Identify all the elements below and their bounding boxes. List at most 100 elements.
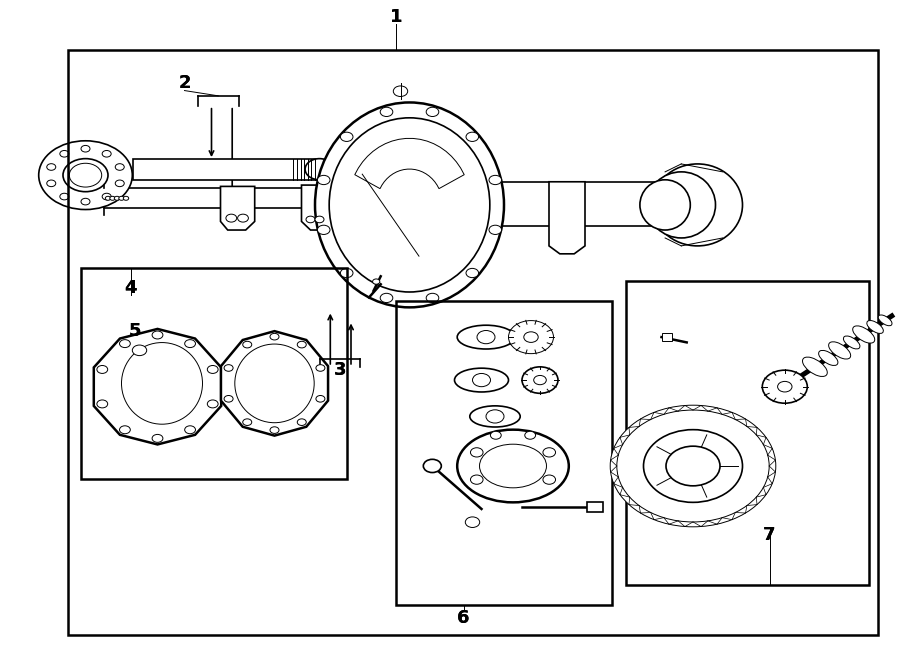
Circle shape bbox=[466, 268, 479, 278]
Circle shape bbox=[184, 340, 195, 348]
Circle shape bbox=[152, 434, 163, 442]
Circle shape bbox=[152, 331, 163, 339]
Circle shape bbox=[762, 370, 807, 403]
Circle shape bbox=[380, 293, 392, 303]
Circle shape bbox=[465, 517, 480, 527]
Polygon shape bbox=[549, 182, 585, 254]
Circle shape bbox=[81, 145, 90, 152]
Circle shape bbox=[534, 375, 546, 385]
Circle shape bbox=[115, 180, 124, 186]
Bar bbox=[626, 281, 868, 585]
Circle shape bbox=[543, 447, 555, 457]
Circle shape bbox=[59, 193, 68, 200]
Ellipse shape bbox=[480, 444, 546, 488]
Ellipse shape bbox=[819, 350, 838, 366]
Circle shape bbox=[97, 366, 108, 373]
Circle shape bbox=[119, 196, 124, 200]
Circle shape bbox=[427, 107, 439, 116]
Circle shape bbox=[778, 381, 792, 392]
Polygon shape bbox=[220, 331, 328, 436]
Circle shape bbox=[315, 216, 324, 223]
Circle shape bbox=[224, 395, 233, 402]
Circle shape bbox=[207, 400, 218, 408]
Polygon shape bbox=[302, 185, 330, 230]
Circle shape bbox=[306, 216, 315, 223]
Circle shape bbox=[39, 141, 132, 210]
Circle shape bbox=[297, 419, 306, 426]
Ellipse shape bbox=[803, 357, 827, 377]
Circle shape bbox=[226, 214, 237, 222]
Circle shape bbox=[243, 341, 252, 348]
Text: 7: 7 bbox=[763, 526, 776, 545]
Circle shape bbox=[110, 196, 115, 200]
Text: 3: 3 bbox=[334, 361, 346, 379]
Circle shape bbox=[489, 175, 501, 184]
Bar bbox=[662, 333, 672, 341]
Circle shape bbox=[47, 180, 56, 186]
Circle shape bbox=[103, 151, 112, 157]
Circle shape bbox=[610, 405, 776, 527]
Circle shape bbox=[508, 321, 554, 354]
Circle shape bbox=[393, 86, 408, 97]
Circle shape bbox=[120, 426, 130, 434]
Ellipse shape bbox=[843, 336, 860, 349]
Circle shape bbox=[340, 132, 353, 141]
Circle shape bbox=[81, 198, 90, 205]
Text: 4: 4 bbox=[124, 278, 137, 297]
Text: 2: 2 bbox=[178, 73, 191, 92]
Ellipse shape bbox=[852, 326, 875, 343]
Text: 6: 6 bbox=[457, 609, 470, 627]
Circle shape bbox=[270, 333, 279, 340]
Circle shape bbox=[340, 268, 353, 278]
Ellipse shape bbox=[315, 102, 504, 307]
Circle shape bbox=[63, 159, 108, 192]
Circle shape bbox=[471, 475, 483, 485]
Ellipse shape bbox=[457, 325, 515, 349]
Text: 5: 5 bbox=[129, 321, 141, 340]
Circle shape bbox=[103, 193, 112, 200]
Bar bbox=[81, 268, 347, 479]
Text: 7: 7 bbox=[763, 526, 776, 545]
Circle shape bbox=[47, 164, 56, 171]
Ellipse shape bbox=[329, 118, 490, 292]
Bar bbox=[133, 159, 320, 180]
Circle shape bbox=[318, 175, 330, 184]
Circle shape bbox=[316, 365, 325, 371]
Circle shape bbox=[238, 214, 248, 222]
Circle shape bbox=[297, 341, 306, 348]
Circle shape bbox=[318, 225, 330, 235]
Polygon shape bbox=[355, 138, 464, 188]
Ellipse shape bbox=[457, 430, 569, 502]
Circle shape bbox=[123, 196, 129, 200]
Ellipse shape bbox=[652, 164, 742, 246]
Circle shape bbox=[373, 279, 380, 284]
Circle shape bbox=[472, 373, 490, 387]
Text: 3: 3 bbox=[334, 361, 346, 379]
Circle shape bbox=[427, 293, 439, 303]
Circle shape bbox=[305, 159, 334, 180]
Circle shape bbox=[120, 340, 130, 348]
Circle shape bbox=[466, 132, 479, 141]
Ellipse shape bbox=[640, 180, 690, 230]
Text: 4: 4 bbox=[124, 278, 137, 297]
Bar bbox=[587, 502, 603, 512]
Bar bbox=[396, 301, 612, 605]
Circle shape bbox=[115, 164, 124, 171]
Circle shape bbox=[132, 345, 147, 356]
Circle shape bbox=[471, 447, 483, 457]
Circle shape bbox=[224, 365, 233, 371]
Ellipse shape bbox=[122, 342, 202, 424]
Ellipse shape bbox=[878, 315, 892, 326]
Circle shape bbox=[69, 163, 102, 187]
Circle shape bbox=[616, 410, 770, 522]
Ellipse shape bbox=[867, 321, 884, 333]
Circle shape bbox=[243, 419, 252, 426]
Circle shape bbox=[316, 395, 325, 402]
Ellipse shape bbox=[647, 172, 716, 238]
Circle shape bbox=[477, 330, 495, 344]
Circle shape bbox=[380, 107, 392, 116]
Circle shape bbox=[666, 446, 720, 486]
Polygon shape bbox=[94, 329, 221, 444]
Circle shape bbox=[105, 196, 111, 200]
Circle shape bbox=[524, 332, 538, 342]
